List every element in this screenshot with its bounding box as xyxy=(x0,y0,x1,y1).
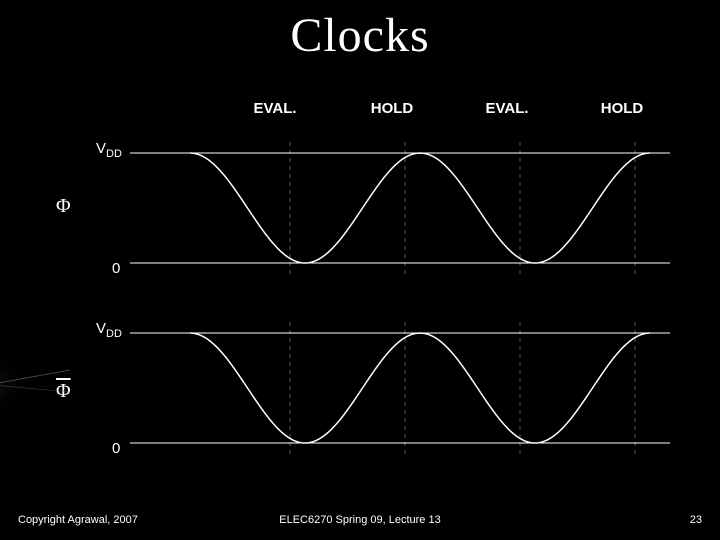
wave2-vdd-sub: DD xyxy=(106,328,122,340)
footer-page-number: 23 xyxy=(690,514,702,526)
phase-label-1: HOLD xyxy=(362,100,422,117)
slide-root: Clocks EVAL. HOLD EVAL. HOLD VDD Φ 0 VDD… xyxy=(0,0,720,540)
wave1-plot xyxy=(130,138,690,278)
wave1-vdd-label: VDD xyxy=(96,140,122,160)
wave1-phi-label: Φ xyxy=(56,195,71,218)
wave1-vdd-sub: DD xyxy=(106,148,122,160)
wave2-zero-label: 0 xyxy=(112,440,120,457)
phase-label-2: EVAL. xyxy=(477,100,537,117)
phase-label-3: HOLD xyxy=(592,100,652,117)
wave1-vdd-v: V xyxy=(96,140,106,157)
wave2-vdd-v: V xyxy=(96,320,106,337)
wave1-zero-label: 0 xyxy=(112,260,120,277)
phase-label-0: EVAL. xyxy=(245,100,305,117)
footer-course: ELEC6270 Spring 09, Lecture 13 xyxy=(0,514,720,526)
slide-title: Clocks xyxy=(0,8,720,63)
wave2-phi-bar-label: Φ xyxy=(56,380,71,403)
wave2-vdd-label: VDD xyxy=(96,320,122,340)
wave2-plot xyxy=(130,318,690,458)
